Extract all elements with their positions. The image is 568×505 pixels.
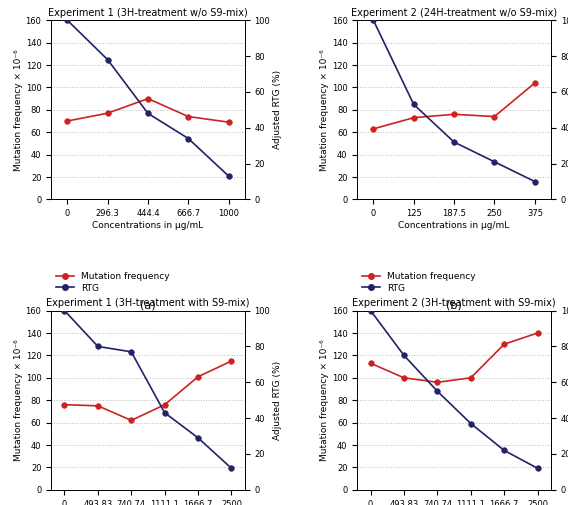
Title: Experiment 1 (3H-treatment with S9-mix): Experiment 1 (3H-treatment with S9-mix) [46, 298, 250, 309]
Text: (b): (b) [446, 300, 462, 311]
Y-axis label: Mutation frequency × 10⁻⁶: Mutation frequency × 10⁻⁶ [320, 49, 329, 171]
Y-axis label: Adjusted RTG (%): Adjusted RTG (%) [273, 70, 282, 149]
Y-axis label: Mutation frequency × 10⁻⁶: Mutation frequency × 10⁻⁶ [14, 49, 23, 171]
Title: Experiment 2 (3H-treatment with S9-mix): Experiment 2 (3H-treatment with S9-mix) [352, 298, 556, 309]
Y-axis label: Mutation frequency × 10⁻⁶: Mutation frequency × 10⁻⁶ [14, 339, 23, 461]
X-axis label: Concentrations in μg/mL: Concentrations in μg/mL [399, 221, 509, 230]
Text: (a): (a) [140, 300, 156, 311]
Title: Experiment 2 (24H-treatment w/o S9-mix): Experiment 2 (24H-treatment w/o S9-mix) [351, 8, 557, 18]
Legend: Mutation frequency, RTG: Mutation frequency, RTG [362, 272, 475, 293]
Legend: Mutation frequency, RTG: Mutation frequency, RTG [56, 272, 169, 293]
X-axis label: Concentrations in μg/mL: Concentrations in μg/mL [93, 221, 203, 230]
Title: Experiment 1 (3H-treatment w/o S9-mix): Experiment 1 (3H-treatment w/o S9-mix) [48, 8, 248, 18]
Y-axis label: Adjusted RTG (%): Adjusted RTG (%) [273, 361, 282, 440]
Y-axis label: Mutation frequency × 10⁻⁶: Mutation frequency × 10⁻⁶ [320, 339, 329, 461]
